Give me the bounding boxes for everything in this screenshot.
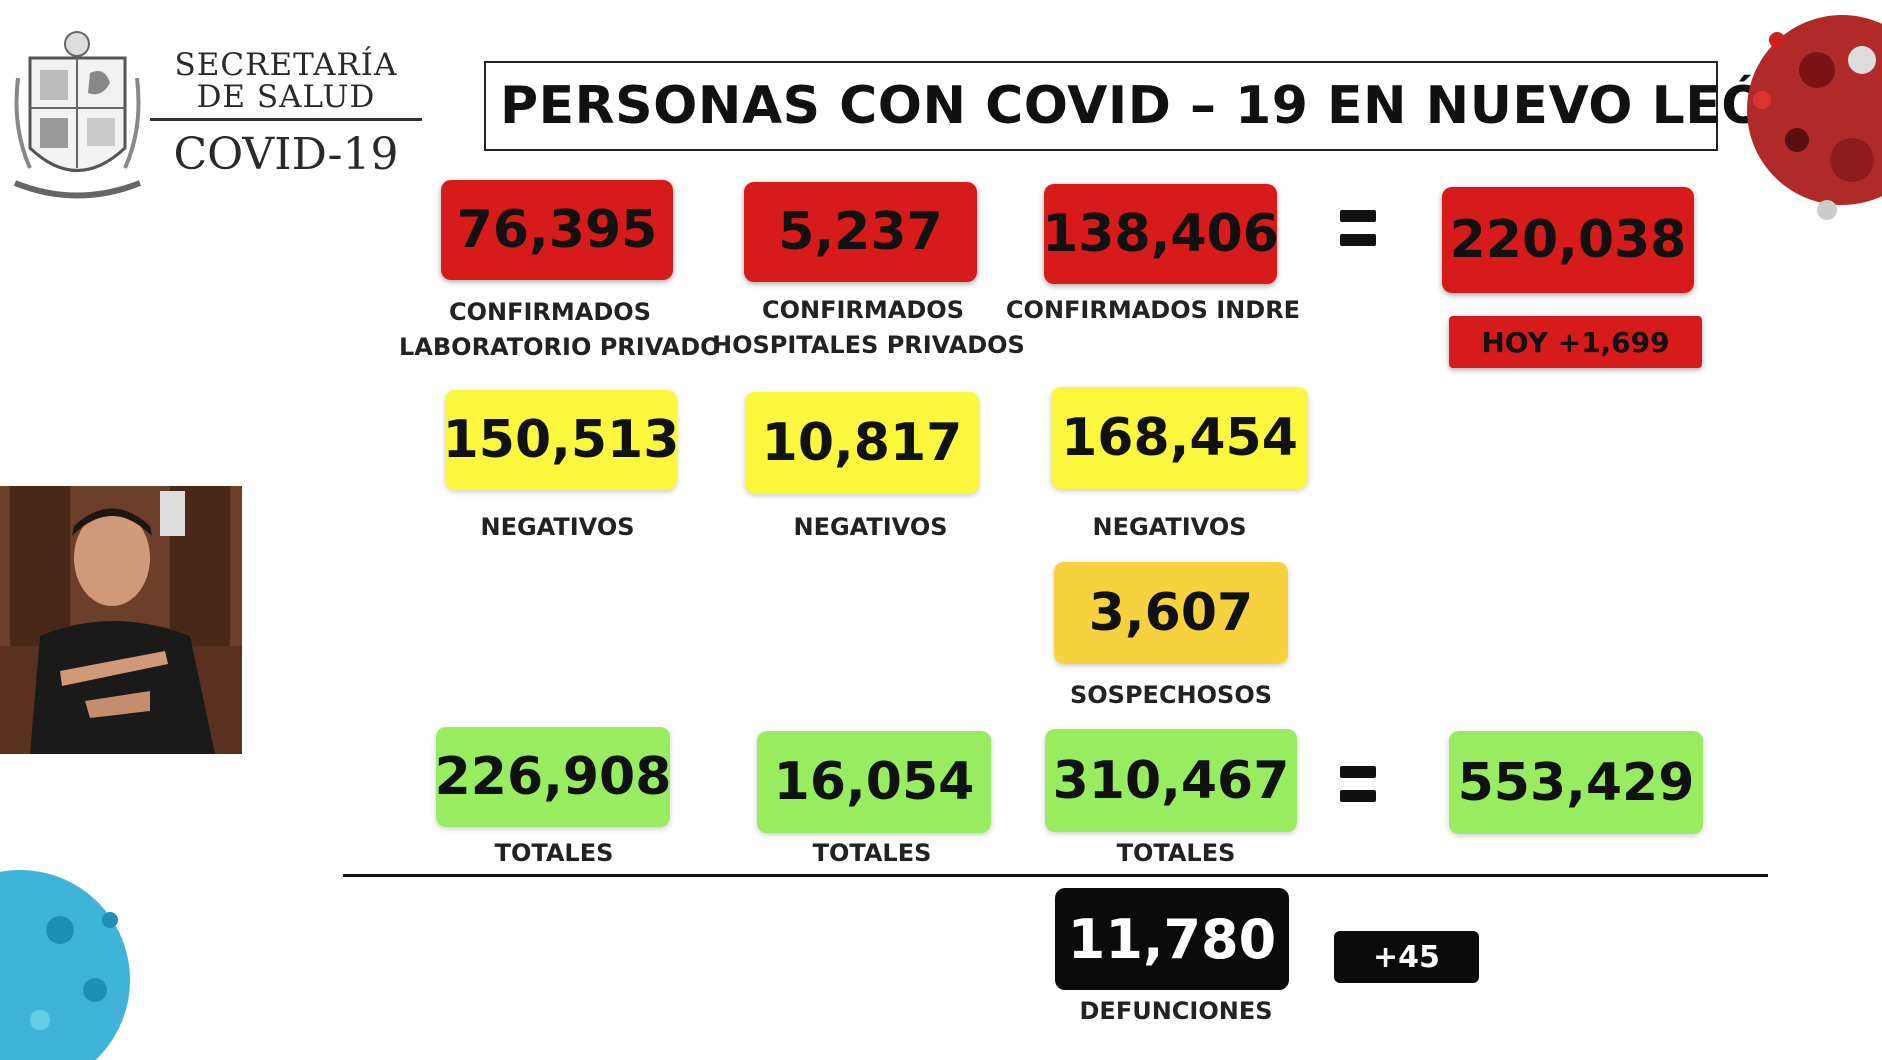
label-line1: CONFIRMADOS: [762, 296, 964, 324]
total-lab-privado-label: TOTALES: [494, 839, 614, 867]
sign-language-interpreter-video: [0, 486, 242, 754]
suspect-label: SOSPECHOSOS: [1069, 681, 1273, 709]
brand-divider: [150, 118, 422, 121]
label-line2: LABORATORIO PRIVADO: [399, 333, 721, 361]
confirmed-hosp-privados-value: 5,237: [744, 182, 977, 282]
negative-indre-value: 168,454: [1051, 387, 1308, 489]
total-lab-privado-value: 226,908: [435, 727, 671, 827]
negative-lab-privado-label: NEGATIVOS: [480, 513, 635, 541]
virus-illustration-icon: [0, 860, 150, 1060]
total-hosp-privados-value: 16,054: [757, 731, 991, 833]
confirmed-indre-value: 138,406: [1042, 184, 1279, 284]
confirmed-today-badge: HOY +1,699: [1449, 316, 1702, 368]
confirmed-lab-privado-label: CONFIRMADOS LABORATORIO PRIVADO: [399, 295, 721, 365]
deaths-today-badge: +45: [1334, 931, 1479, 983]
confirmed-total-value: 220,038: [1442, 187, 1694, 293]
confirmed-hosp-privados-label: CONFIRMADOS HOSPITALES PRIVADOS: [712, 293, 1025, 363]
deaths-label: DEFUNCIONES: [1079, 997, 1273, 1025]
coat-of-arms-logo: [10, 18, 145, 203]
org-program-name: COVID-19: [173, 129, 399, 180]
confirmed-indre-label: CONFIRMADOS INDRE: [1005, 296, 1301, 324]
page-title-box: PERSONAS CON COVID – 19 EN NUEVO LEÓN: [484, 61, 1809, 151]
confirmed-lab-privado-value: 76,395: [441, 180, 673, 280]
negative-hosp-privados-value: 10,817: [745, 392, 979, 494]
negative-lab-privado-value: 150,513: [443, 390, 679, 490]
page-title: PERSONAS CON COVID – 19 EN NUEVO LEÓN: [500, 76, 1810, 136]
org-name-line1: SECRETARÍA: [174, 47, 398, 83]
negative-hosp-privados-label: NEGATIVOS: [793, 513, 948, 541]
total-hosp-privados-label: TOTALES: [812, 839, 932, 867]
grand-total-value: 553,429: [1449, 731, 1703, 834]
deaths-value: 11,780: [1055, 888, 1289, 990]
virus-illustration-icon: [1722, 0, 1882, 270]
label-line2: HOSPITALES PRIVADOS: [712, 331, 1025, 359]
total-indre-label: TOTALES: [1116, 839, 1236, 867]
equals-icon: [1340, 766, 1376, 814]
negative-indre-label: NEGATIVOS: [1092, 513, 1247, 541]
label-line1: CONFIRMADOS: [449, 298, 651, 326]
total-indre-value: 310,467: [1045, 729, 1297, 832]
org-name-line2: DE SALUD: [196, 79, 376, 115]
suspect-value: 3,607: [1054, 562, 1288, 664]
section-divider: [343, 874, 1768, 877]
equals-icon: [1340, 210, 1376, 258]
